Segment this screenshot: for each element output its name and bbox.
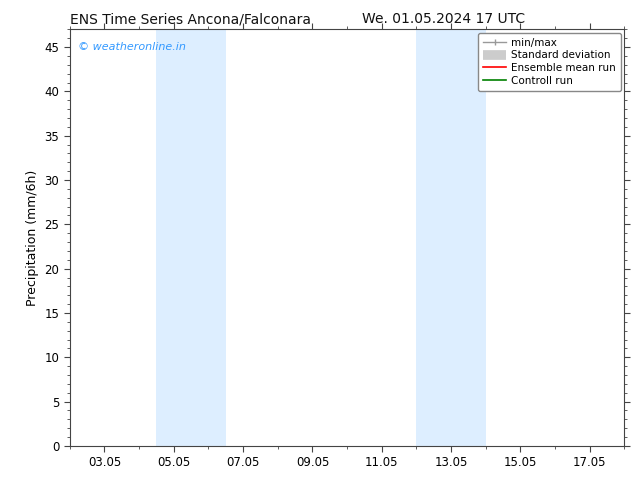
Text: We. 01.05.2024 17 UTC: We. 01.05.2024 17 UTC — [362, 12, 526, 26]
Legend: min/max, Standard deviation, Ensemble mean run, Controll run: min/max, Standard deviation, Ensemble me… — [478, 32, 621, 91]
Text: © weatheronline.in: © weatheronline.in — [78, 42, 186, 52]
Text: ENS Time Series Ancona/Falconara: ENS Time Series Ancona/Falconara — [70, 12, 311, 26]
Bar — [157, 29, 226, 446]
Y-axis label: Precipitation (mm/6h): Precipitation (mm/6h) — [26, 170, 39, 306]
Bar — [417, 29, 486, 446]
